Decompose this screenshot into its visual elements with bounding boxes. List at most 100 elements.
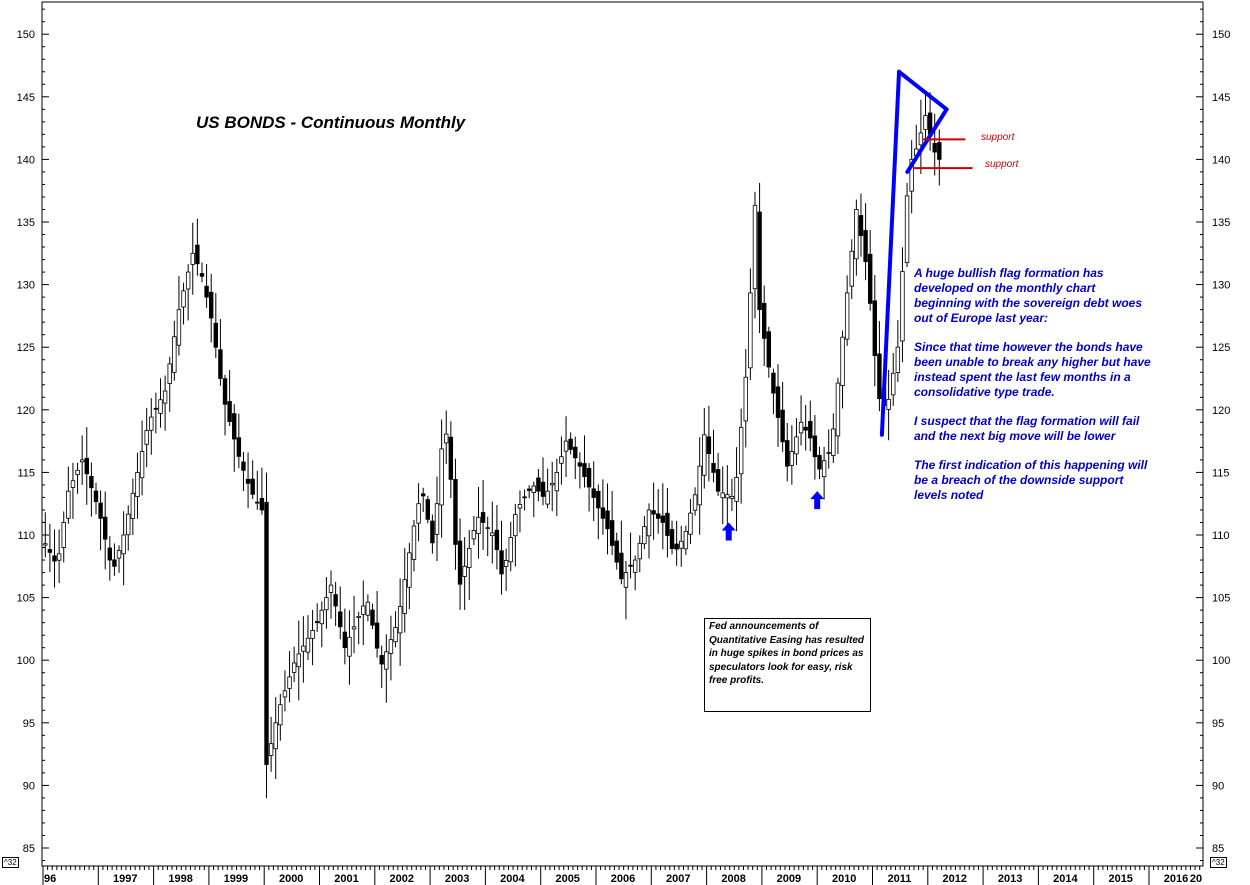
price-bar-body (204, 285, 209, 298)
commentary-paragraph-4: The first indication of this happening w… (914, 458, 1148, 502)
price-bar (872, 275, 877, 387)
price-bar-body (886, 398, 891, 410)
price-bar (480, 480, 486, 550)
price-bar-body (803, 426, 808, 431)
price-bar-body (600, 507, 606, 519)
price-bar (702, 408, 707, 489)
price-bar-body (895, 346, 901, 373)
price-bar (748, 268, 753, 381)
price-bar-body (932, 143, 937, 153)
price-bar (909, 140, 914, 214)
price-bar (370, 603, 375, 630)
price-bar-body (582, 463, 587, 477)
price-bar (513, 503, 518, 567)
price-bar-body (522, 496, 527, 499)
price-bar-body (812, 435, 818, 458)
price-bar-body (476, 516, 481, 535)
price-bar (932, 113, 937, 176)
y-tick-label-left: 90 (23, 780, 35, 792)
flag-line (897, 69, 949, 112)
commentary-paragraph-2: Since that time however the bonds have b… (914, 340, 1151, 399)
price-bar-body (748, 292, 753, 369)
price-bar-body (98, 502, 103, 519)
price-bar-body (849, 250, 854, 287)
x-year-label: 2009 (777, 873, 801, 885)
price-bar (536, 469, 541, 502)
price-bar (900, 247, 905, 363)
price-bar-body (384, 651, 389, 670)
price-bar (347, 610, 352, 685)
price-bar (453, 458, 458, 570)
price-bar-body (135, 471, 140, 498)
price-bar-body (291, 662, 297, 673)
price-bar (384, 634, 389, 703)
price-bar-body (172, 336, 177, 373)
price-bar (420, 487, 426, 513)
price-bar (222, 374, 228, 436)
price-bar (711, 429, 716, 483)
price-bar-body (342, 631, 348, 649)
y-tick-label-left: 110 (17, 530, 35, 542)
price-bar (937, 129, 942, 186)
price-bar-body (646, 509, 652, 537)
y-tick-label-left: 145 (17, 92, 35, 104)
price-bar-body (596, 490, 601, 509)
price-bar (52, 529, 57, 588)
price-bar (568, 432, 573, 455)
commentary-paragraph-3: I suspect that the flag formation will f… (914, 414, 1140, 443)
price-bar (425, 495, 430, 524)
y-tick-label-left: 150 (17, 29, 35, 41)
price-bar-body (775, 386, 781, 418)
price-bar (305, 615, 311, 660)
price-bar (236, 413, 242, 469)
price-bar-body (817, 454, 822, 470)
price-bar-body (56, 553, 62, 561)
x-year-label: 2010 (832, 873, 856, 885)
price-bar (204, 263, 209, 308)
price-bar (692, 487, 698, 516)
x-year-label: 2015 (1108, 873, 1132, 885)
price-bar (886, 369, 891, 441)
price-bar (517, 490, 523, 533)
price-bar-body (559, 456, 564, 464)
price-bar (397, 578, 403, 666)
price-bar (70, 462, 76, 519)
price-bar-body (909, 158, 914, 192)
price-bar-body (61, 522, 66, 548)
price-bar (651, 482, 656, 540)
price-bar-body (397, 606, 403, 634)
price-bar (918, 99, 924, 175)
price-bar (176, 275, 182, 356)
price-bar-body (503, 560, 509, 567)
price-bar-body (821, 460, 827, 478)
price-bar (826, 429, 831, 469)
x-year-label: 2014 (1053, 873, 1078, 885)
commentary-paragraph-1: A huge bullish flag formation has develo… (914, 266, 1143, 325)
price-bar (545, 468, 550, 509)
price-bar (232, 404, 237, 472)
price-bar-body (439, 448, 444, 506)
price-bar (679, 525, 684, 567)
price-bar-body (757, 211, 762, 311)
plot-frame (41, 1, 1204, 867)
y-tick-label-right: 115 (1212, 467, 1230, 479)
price-bar-body (393, 627, 398, 643)
price-bar-body (107, 547, 113, 561)
price-bar (149, 398, 154, 455)
price-bar-body (513, 514, 518, 537)
price-bar-body (434, 503, 440, 535)
price-bar (715, 452, 721, 496)
x-year-label: 2005 (555, 873, 579, 885)
price-bar-body (679, 540, 684, 549)
price-bar (526, 485, 532, 499)
x-year-label: 2008 (721, 873, 745, 885)
price-bar-body (605, 510, 610, 530)
price-bar-body (222, 378, 228, 405)
price-bar-body (319, 609, 324, 625)
price-bar (278, 693, 283, 741)
chart-axes: 85 85 90 90 95 95 100 100 105 105 110 110 115 115 120 1… (17, 1, 1230, 885)
price-bar (126, 505, 131, 551)
chart-annotations (721, 69, 973, 541)
price-bar-body (725, 494, 730, 499)
price-bar-body (568, 438, 573, 450)
